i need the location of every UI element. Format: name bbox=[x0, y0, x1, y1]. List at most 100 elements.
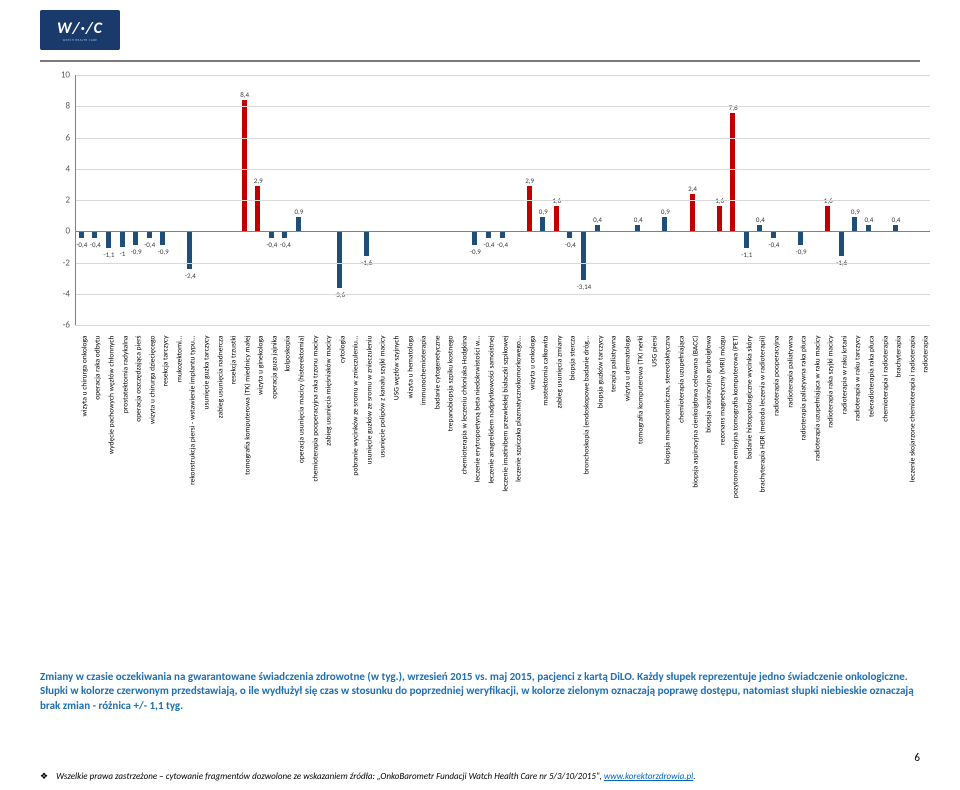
x-category-label: chemioterapia uzupełniająca bbox=[677, 336, 686, 423]
y-tick: -4 bbox=[50, 288, 70, 299]
y-tick: 0 bbox=[50, 226, 70, 237]
x-category-label: badanie cytogenetyczne bbox=[433, 336, 442, 410]
logo-text: W/·/C bbox=[57, 19, 103, 38]
gridline bbox=[75, 138, 930, 139]
gridline bbox=[75, 106, 930, 107]
x-category-label: prostatektomia radykalna bbox=[121, 336, 130, 414]
y-tick: 2 bbox=[50, 195, 70, 206]
x-category-label: operacja guza jajnika bbox=[270, 336, 279, 399]
x-category-label: biopsja aspiracyjna cienkoigłowa celowan… bbox=[691, 336, 700, 488]
x-category-label: leczenie anagrelidem nadpłytkowości samo… bbox=[487, 336, 496, 484]
x-category-label: radioterapia bbox=[922, 336, 931, 373]
x-category-label: wizyta u dermatologa bbox=[623, 336, 632, 402]
bar bbox=[554, 206, 559, 231]
x-category-label: leczenie imatinibem przewlekłej białaczk… bbox=[501, 336, 510, 492]
x-category-label: leczenie szpiczaka plazmatycznokomorkowe… bbox=[515, 336, 524, 482]
x-category-label: biopsja stercza bbox=[569, 336, 578, 381]
x-category-label: leczenie erytropoetyną beta niedokrwisto… bbox=[474, 336, 483, 483]
bar bbox=[581, 231, 586, 280]
x-category-label: trepanobiopsja szpiku kostnego bbox=[447, 336, 456, 432]
chart-caption: Zmiany w czasie oczekiwania na gwarantow… bbox=[40, 670, 920, 713]
x-category-label: USG węzłów szyjnych bbox=[392, 336, 401, 401]
bar bbox=[662, 217, 667, 231]
x-category-label: usunięcie polipów z kanału szyjki macicy bbox=[379, 336, 388, 458]
y-tick: 6 bbox=[50, 132, 70, 143]
x-category-label: zabieg usunięcia nadnercza bbox=[216, 336, 225, 419]
gridline bbox=[75, 294, 930, 295]
x-category-label: zabieg usunięcia zmiany bbox=[555, 336, 564, 409]
x-category-label: biopsja mammotomiczna, stereotaktyczna bbox=[664, 336, 673, 464]
x-category-label: operacja oszczędzająca pierś bbox=[135, 336, 144, 422]
x-category-label: kolposkopia bbox=[284, 336, 293, 372]
caption-text: Zmiany w czasie oczekiwania na gwarantow… bbox=[40, 670, 914, 712]
x-category-label: radioterapia paliatywna bbox=[786, 336, 795, 408]
x-category-label: rezonans magnetyczny (MRI) mózgu bbox=[718, 336, 727, 445]
x-category-label: immunochemioterapia bbox=[420, 336, 429, 406]
bar bbox=[717, 206, 722, 231]
x-category-label: radioterapia uzupełniająca w raku macicy bbox=[813, 336, 822, 461]
logo-subtext: WATCH HEALTH CARE bbox=[63, 38, 98, 42]
x-category-label: biopsja aspiracyjna gruboigłowa bbox=[705, 336, 714, 433]
x-category-label: biopsja guzków tarczycy bbox=[596, 336, 605, 409]
x-category-label: chemioterapia i radioterapia bbox=[881, 336, 890, 422]
x-category-label: wizyta u chirurga onkologa bbox=[80, 336, 89, 417]
footer-text-post: . bbox=[693, 771, 695, 782]
y-tick: 10 bbox=[50, 70, 70, 81]
x-category-label: wizyta u onkologa bbox=[528, 336, 537, 390]
x-category-label: mukozektomi... bbox=[175, 336, 184, 383]
x-category-label: wizyta u hematologa bbox=[406, 336, 415, 399]
bar bbox=[337, 231, 342, 287]
x-category-label: radioterapia pooperacyjna bbox=[772, 336, 781, 416]
x-category-label: leczenie skojarzone chemioterapia i radi… bbox=[908, 336, 917, 483]
x-category-label: chemioterapia w leczeniu chłoniaka Hodgk… bbox=[460, 336, 469, 475]
bar bbox=[744, 231, 749, 248]
bar bbox=[106, 231, 111, 248]
gridline bbox=[75, 200, 930, 201]
footer-link[interactable]: www.korektorzdrowia.pl bbox=[604, 771, 693, 782]
gridline bbox=[75, 169, 930, 170]
x-category-label: radioterapia raka szyjki macicy bbox=[827, 336, 836, 428]
gridline bbox=[75, 75, 930, 76]
x-category-label: operacja raka odbytu bbox=[94, 336, 103, 400]
bar-chart: -0,4-0,4-1,1-1-0,9-0,4-0,9-2,48,42,9-0,4… bbox=[45, 75, 930, 635]
x-category-label: resekcja trzustki bbox=[230, 336, 239, 385]
footer-text-pre: Wszelkie prawa zastrzeżone – cytowanie f… bbox=[56, 771, 604, 782]
x-category-label: radioterapia w raku tarczycy bbox=[854, 336, 863, 421]
footer-bullet-icon: ❖ bbox=[40, 771, 48, 782]
bar bbox=[798, 231, 803, 245]
bar bbox=[160, 231, 165, 245]
bar bbox=[255, 186, 260, 231]
x-category-label: teleradioterapia raka płuca bbox=[867, 336, 876, 418]
x-category-label: bronchoskopia (endoskopowe badanie dróg.… bbox=[582, 336, 591, 475]
bar bbox=[540, 217, 545, 231]
gridline bbox=[75, 263, 930, 264]
x-category-label: cytologia bbox=[338, 336, 347, 364]
x-category-label: brachyterapia HDR (metoda leczenia w rad… bbox=[759, 336, 768, 493]
x-category-label: radioterapia paliatywna raka płuca bbox=[800, 336, 809, 441]
bar bbox=[730, 113, 735, 232]
bar bbox=[296, 217, 301, 231]
y-tick: -6 bbox=[50, 320, 70, 331]
x-category-label: terapia paliatywna bbox=[610, 336, 619, 393]
x-category-label: resekcja tarczycy bbox=[162, 336, 171, 387]
footer: ❖ Wszelkie prawa zastrzeżone – cytowanie… bbox=[40, 771, 920, 782]
x-category-label: badanie histopatologiczne wycinka skóry bbox=[745, 336, 754, 460]
x-category-label: wizyta u chirurga dziecięcego bbox=[148, 336, 157, 425]
y-tick: 8 bbox=[50, 101, 70, 112]
bar bbox=[120, 231, 125, 247]
x-category-label: USG piersi bbox=[650, 336, 659, 367]
x-category-label: wizyta u ginekologa bbox=[257, 336, 266, 395]
bar bbox=[242, 100, 247, 231]
x-category-label: brachyterapia bbox=[895, 336, 904, 378]
x-category-label: radioterapia w raku krtani bbox=[840, 336, 849, 415]
gridline bbox=[75, 325, 930, 326]
x-category-label: tomografia komputerowa (TK) nerki bbox=[637, 336, 646, 444]
logo: W/·/C WATCH HEALTH CARE bbox=[40, 10, 120, 50]
x-category-label: wydęcie pachowych węzłów chłonnych bbox=[107, 336, 116, 455]
bar bbox=[825, 206, 830, 231]
y-tick: 4 bbox=[50, 163, 70, 174]
header-rule bbox=[40, 60, 920, 62]
x-category-label: usunięcie guzków ze sromu w znieczuleniu bbox=[365, 336, 374, 465]
x-category-label: rekonstrukcja piersi - wstawienie implan… bbox=[189, 336, 198, 485]
x-category-label: tomografia komputerowa (TK) miednicy mał… bbox=[243, 336, 252, 475]
